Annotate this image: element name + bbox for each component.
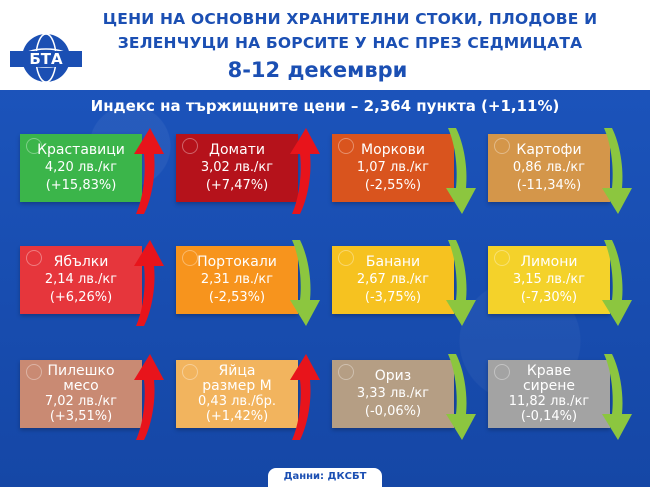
product-price: 7,02 лв./кг [44, 394, 118, 409]
price-card: Моркови 1,07 лв./кг (-2,55%) [332, 134, 454, 202]
up-arrow-icon [134, 240, 164, 326]
price-card: Краве сирене 11,82 лв./кг (-0,14%) [488, 360, 610, 428]
market-index: Индекс на тържищните цени – 2,364 пункта… [90, 97, 560, 115]
chicken-icon [26, 364, 42, 380]
title-line-1: ЦЕНИ НА ОСНОВНИ ХРАНИТЕЛНИ СТОКИ, ПЛОДОВ… [102, 10, 598, 28]
potato-icon [494, 138, 510, 154]
price-change: (+3,51%) [49, 409, 113, 424]
price-change: (-3,75%) [364, 290, 422, 305]
down-arrow-icon [290, 240, 320, 326]
trend-arrow-shape [134, 354, 164, 440]
data-source: Данни: ДКСБТ [283, 471, 367, 482]
down-arrow-icon [446, 240, 476, 326]
price-card: Ябълки 2,14 лв./кг (+6,26%) [20, 246, 142, 314]
product-price: 4,20 лв./кг [44, 160, 118, 175]
price-change: (+6,26%) [49, 290, 113, 305]
product-price: 1,07 лв./кг [356, 160, 430, 175]
header-banner: БТА ЦЕНИ НА ОСНОВНИ ХРАНИТЕЛНИ СТОКИ, ПЛ… [0, 0, 650, 90]
lemon-icon [494, 250, 510, 266]
product-price: 0,43 лв./бр. [198, 394, 276, 409]
price-card: Банани 2,67 лв./кг (-3,75%) [332, 246, 454, 314]
trend-arrow-shape [134, 240, 164, 326]
cheese-icon [494, 364, 510, 380]
price-card: Домати 3,02 лв./кг (+7,47%) [176, 134, 298, 202]
trend-arrow-shape [446, 354, 476, 440]
product-price: 2,31 лв./кг [200, 272, 274, 287]
trend-arrow-shape [290, 128, 320, 214]
down-arrow-icon [602, 240, 632, 326]
up-arrow-icon [290, 354, 320, 440]
product-name: Яйца [218, 363, 256, 379]
title-line-2: ЗЕЛЕНЧУЦИ НА БОРСИТЕ У НАС ПРЕЗ СЕДМИЦАТ… [117, 34, 583, 52]
rice-icon [338, 364, 354, 380]
product-name: Картофи [516, 142, 582, 158]
price-card: Ориз 3,33 лв./кг (-0,06%) [332, 360, 454, 428]
price-change: (-0,14%) [520, 409, 578, 424]
price-card: Яйца размер М 0,43 лв./бр. (+1,42%) [176, 360, 298, 428]
price-card: Лимони 3,15 лв./кг (-7,30%) [488, 246, 610, 314]
trend-arrow-shape [602, 354, 632, 440]
product-name: Пилешко [47, 363, 115, 379]
up-arrow-icon [134, 128, 164, 214]
product-name: Домати [209, 142, 265, 158]
tomato-icon [182, 138, 198, 154]
down-arrow-icon [446, 128, 476, 214]
logo-text: БТА [29, 50, 63, 68]
product-name: Ориз [374, 368, 412, 384]
price-change: (-2,55%) [364, 178, 422, 193]
product-price: 2,14 лв./кг [44, 272, 118, 287]
price-change: (-7,30%) [520, 290, 578, 305]
price-card: Пилешко месо 7,02 лв./кг (+3,51%) [20, 360, 142, 428]
trend-arrow-shape [602, 240, 632, 326]
product-price: 3,02 лв./кг [200, 160, 274, 175]
product-name: Моркови [361, 142, 425, 158]
product-name: Банани [365, 254, 421, 270]
down-arrow-icon [602, 128, 632, 214]
price-card: Картофи 0,86 лв./кг (-11,34%) [488, 134, 610, 202]
product-price: 11,82 лв./кг [508, 394, 590, 409]
product-name: сирене [522, 378, 576, 394]
carrot-icon [338, 138, 354, 154]
dates-tab [155, 57, 480, 87]
product-name: месо [63, 378, 99, 394]
trend-arrow-shape [446, 128, 476, 214]
price-card: Портокали 2,31 лв./кг (-2,53%) [176, 246, 298, 314]
bta-logo: БТА [10, 33, 82, 83]
trend-arrow-shape [290, 354, 320, 440]
product-price: 0,86 лв./кг [512, 160, 586, 175]
price-change: (+15,83%) [45, 178, 117, 193]
product-name: Лимони [520, 254, 578, 270]
down-arrow-icon [446, 354, 476, 440]
product-name: Портокали [197, 254, 277, 270]
price-change: (-2,53%) [208, 290, 266, 305]
orange-icon [182, 250, 198, 266]
price-change: (-11,34%) [516, 178, 582, 193]
price-card: Краставици 4,20 лв./кг (+15,83%) [20, 134, 142, 202]
price-change: (+1,42%) [205, 409, 269, 424]
product-name: размер М [202, 378, 272, 394]
cucumber-icon [26, 138, 42, 154]
product-name: Краве [526, 363, 572, 379]
banana-icon [338, 250, 354, 266]
down-arrow-icon [602, 354, 632, 440]
product-price: 2,67 лв./кг [356, 272, 430, 287]
price-change: (+7,47%) [205, 178, 269, 193]
price-change: (-0,06%) [364, 404, 422, 419]
product-price: 3,15 лв./кг [512, 272, 586, 287]
source-tab [268, 468, 382, 487]
product-name: Краставици [37, 142, 125, 158]
up-arrow-icon [134, 354, 164, 440]
up-arrow-icon [290, 128, 320, 214]
trend-arrow-shape [446, 240, 476, 326]
apple-icon [26, 250, 42, 266]
product-name: Ябълки [53, 254, 109, 270]
trend-arrow-shape [134, 128, 164, 214]
product-price: 3,33 лв./кг [356, 386, 430, 401]
trend-arrow-shape [602, 128, 632, 214]
week-dates: 8-12 декември [227, 58, 408, 82]
trend-arrow-shape [290, 240, 320, 326]
egg-icon [182, 364, 198, 380]
